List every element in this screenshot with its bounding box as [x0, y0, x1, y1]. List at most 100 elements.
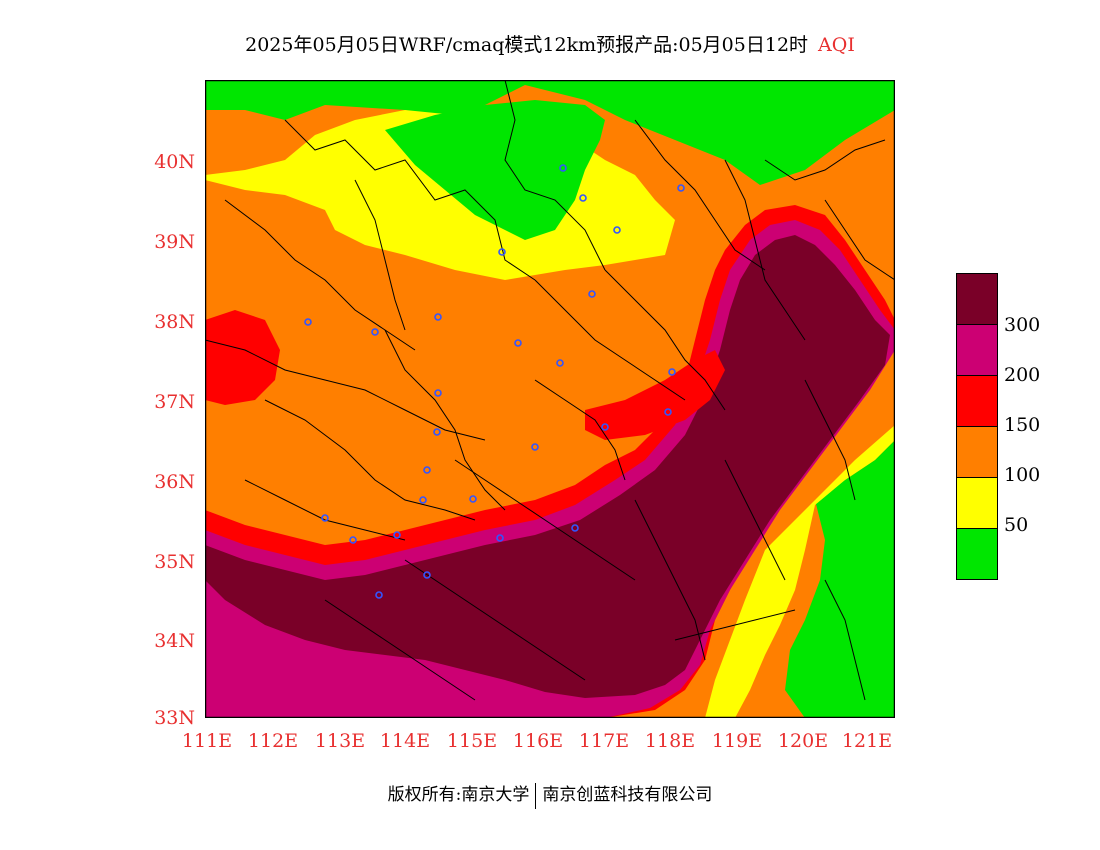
- chart-title: 2025年05月05日WRF/cmaq模式12km预报产品:05月05日12时 A…: [0, 30, 1100, 57]
- boundary-line: [264, 399, 476, 521]
- province-boundaries: [205, 80, 895, 701]
- boundary-line: [354, 179, 406, 331]
- lat-tick-37n: 37N: [154, 391, 195, 413]
- company-text: 南京创蓝科技有限公司: [542, 785, 713, 805]
- boundary-line: [205, 339, 486, 441]
- lon-tick-119e: 119E: [711, 730, 763, 752]
- station-marker: [677, 184, 685, 192]
- lon-tick-117e: 117E: [578, 730, 630, 752]
- boundary-line: [384, 329, 506, 511]
- station-marker: [579, 194, 587, 202]
- station-marker: [613, 226, 621, 234]
- legend-swatch-very-unhealthy: [956, 324, 998, 375]
- legend-swatch-good: [956, 528, 998, 580]
- station-marker: [321, 514, 329, 522]
- aqi-level-hazardous-belt: [205, 235, 890, 698]
- boundary-line: [504, 80, 606, 271]
- station-marker: [434, 313, 442, 321]
- title-main: 2025年05月05日WRF/cmaq模式12km预报产品:05月05日12时: [245, 34, 809, 56]
- aqi-level-good-north-center: [385, 100, 605, 240]
- boundary-line: [604, 269, 726, 411]
- station-marker: [423, 571, 431, 579]
- lat-tick-40n: 40N: [154, 151, 195, 173]
- station-marker: [371, 328, 379, 336]
- station-marker: [496, 534, 504, 542]
- lat-tick-39n: 39N: [154, 231, 195, 253]
- title-variable: AQI: [818, 34, 855, 56]
- station-marker: [498, 248, 506, 256]
- legend-label-100: 100: [1004, 464, 1041, 486]
- station-marker: [601, 423, 609, 431]
- boundary-line: [534, 379, 626, 481]
- aqi-level-unhealthy-center: [585, 350, 725, 440]
- copyright-text: 版权所有:南京大学: [387, 785, 530, 805]
- aqi-level-moderate-southeast: [705, 425, 895, 718]
- boundary-line: [634, 499, 706, 661]
- station-marker: [664, 408, 672, 416]
- legend-label-200: 200: [1004, 364, 1041, 386]
- boundary-line: [404, 559, 586, 681]
- station-marker: [393, 531, 401, 539]
- boundary-line: [724, 459, 786, 581]
- station-marker: [469, 495, 477, 503]
- aqi-level-good-north: [205, 80, 895, 185]
- station-marker: [349, 536, 357, 544]
- lon-tick-111e: 111E: [181, 730, 233, 752]
- boundary-line: [724, 159, 806, 341]
- map-frame: [205, 80, 895, 718]
- lat-tick-35n: 35N: [154, 551, 195, 573]
- lon-tick-121e: 121E: [841, 730, 893, 752]
- station-marker: [419, 496, 427, 504]
- aqi-level-unhealthy-west: [205, 310, 280, 405]
- aqi-legend: [956, 273, 998, 580]
- lat-tick-36n: 36N: [154, 471, 195, 493]
- boundary-line: [824, 199, 895, 281]
- boundary-line: [634, 119, 766, 271]
- boundary-line: [824, 579, 866, 701]
- lon-tick-114e: 114E: [379, 730, 431, 752]
- station-marker: [531, 443, 539, 451]
- lat-tick-34n: 34N: [154, 630, 195, 652]
- boundary-line: [244, 479, 406, 541]
- boundary-line: [674, 609, 796, 641]
- lon-tick-120e: 120E: [777, 730, 829, 752]
- legend-swatch-sensitive: [956, 426, 998, 477]
- lat-tick-38n: 38N: [154, 311, 195, 333]
- lon-tick-116e: 116E: [512, 730, 564, 752]
- footer-separator: [535, 782, 537, 809]
- station-marker: [668, 368, 676, 376]
- station-marker: [514, 339, 522, 347]
- boundary-line: [534, 279, 686, 401]
- station-marker: [433, 428, 441, 436]
- lat-tick-33n: 33N: [154, 707, 195, 729]
- station-marker: [423, 466, 431, 474]
- station-marker: [434, 389, 442, 397]
- legend-label-150: 150: [1004, 414, 1041, 436]
- aqi-map: [205, 80, 895, 718]
- legend-swatch-hazardous: [956, 273, 998, 324]
- legend-label-50: 50: [1004, 514, 1029, 536]
- legend-swatch-unhealthy: [956, 375, 998, 426]
- boundary-line: [284, 119, 536, 281]
- lon-tick-118e: 118E: [644, 730, 696, 752]
- legend-swatch-moderate: [956, 477, 998, 528]
- map-panel: [205, 80, 895, 718]
- lon-tick-113e: 113E: [314, 730, 366, 752]
- aqi-level-good-southeast: [785, 440, 895, 718]
- station-marker: [588, 290, 596, 298]
- boundary-line: [324, 599, 476, 701]
- monitoring-stations: [304, 164, 685, 599]
- station-marker: [559, 164, 567, 172]
- station-marker: [571, 524, 579, 532]
- station-marker: [375, 591, 383, 599]
- aqi-fill-layers: [205, 80, 895, 718]
- boundary-line: [764, 139, 886, 181]
- boundary-line: [454, 459, 636, 581]
- lon-tick-112e: 112E: [247, 730, 299, 752]
- copyright-footer: 版权所有:南京大学 南京创蓝科技有限公司: [0, 780, 1100, 809]
- legend-label-300: 300: [1004, 314, 1041, 336]
- station-marker: [304, 318, 312, 326]
- station-marker: [556, 359, 564, 367]
- lon-tick-115e: 115E: [446, 730, 498, 752]
- boundary-line: [804, 379, 856, 501]
